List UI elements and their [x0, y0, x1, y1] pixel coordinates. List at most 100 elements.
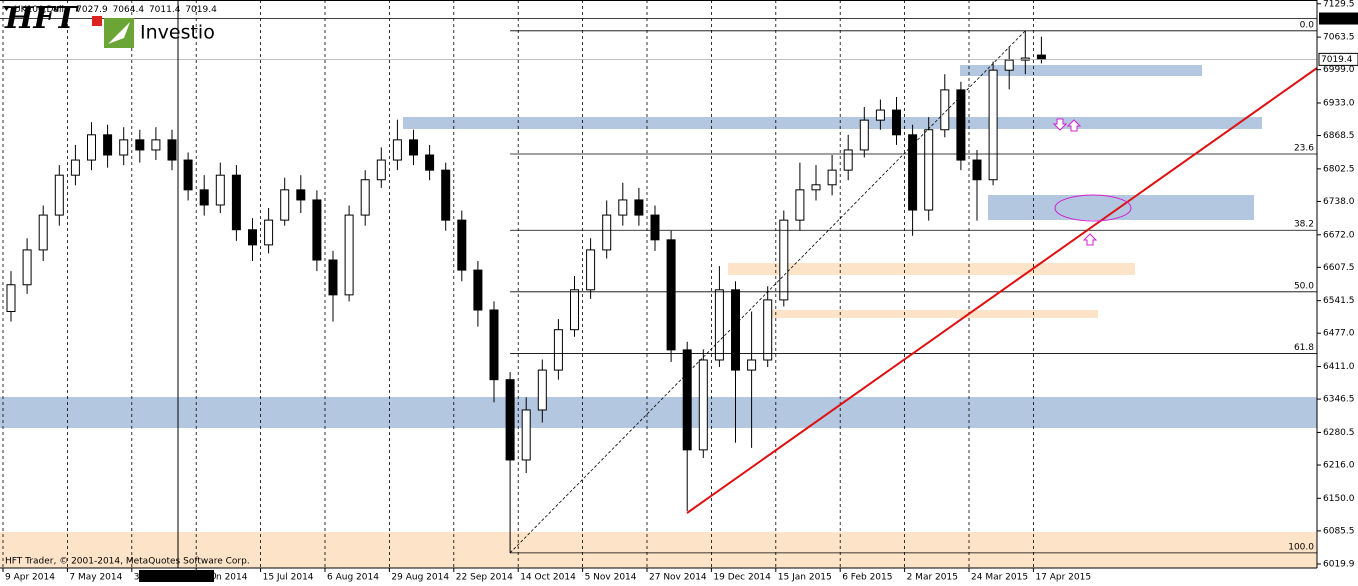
- y-tick-label: 6868.5: [1323, 131, 1355, 141]
- zone: [960, 65, 1202, 76]
- bid-label: 7019.4: [1321, 55, 1353, 65]
- x-tick-label: 14 Oct 2014: [520, 573, 576, 583]
- candle-body: [473, 269, 483, 311]
- price-box: [1318, 52, 1358, 66]
- y-tick-label: 6085.5: [1323, 526, 1355, 536]
- x-tick-label: 27 Nov 2014: [649, 573, 707, 583]
- candle-body: [779, 219, 789, 301]
- candle-body: [70, 159, 80, 176]
- logo-brand: HFT: [4, 1, 80, 36]
- candle-body: [956, 89, 966, 161]
- trend-line: [686, 67, 1318, 514]
- y-tick-label: 6802.5: [1323, 164, 1355, 174]
- candle-body: [827, 169, 837, 186]
- y-tick-label: 6933.0: [1323, 98, 1355, 108]
- fib-label: 61.8: [1294, 343, 1314, 353]
- candle-body: [682, 349, 692, 451]
- y-tick-label: 6150.0: [1323, 494, 1355, 504]
- candle-body: [763, 299, 773, 361]
- candle-body: [537, 369, 547, 411]
- x-tick-label: 9 Apr 2014: [5, 573, 55, 583]
- candle-body: [924, 129, 934, 211]
- candle-body: [698, 359, 708, 451]
- candle-body: [908, 134, 918, 211]
- plot: 0.0 23.6 38.2 50.0 61.8 100.0: [0, 0, 1317, 568]
- fib-label: 0.0: [1300, 20, 1315, 30]
- y-tick-label: 6738.0: [1323, 197, 1355, 207]
- candle-body: [859, 119, 869, 151]
- candle-body: [602, 214, 612, 251]
- candle-body: [988, 69, 998, 181]
- symbol: UK100,Daily: [14, 5, 70, 15]
- zone: [728, 263, 1135, 275]
- fib-label: 100.0: [1288, 542, 1314, 552]
- candle-body: [135, 139, 145, 151]
- drawings: HFT Investio UK100,Daily 7027.9 7064.4 7…: [0, 0, 1318, 569]
- candle-body: [505, 379, 515, 461]
- x-tick-label: 22 Sep 2014: [456, 573, 513, 583]
- candle-body: [167, 139, 177, 161]
- logo-mark: [108, 22, 130, 44]
- x-tick-label: 19 Dec 2014: [713, 573, 771, 583]
- fib-label: 50.0: [1294, 281, 1314, 291]
- candle-body: [940, 89, 950, 131]
- candle-body: [795, 189, 805, 221]
- logo-dot: [92, 16, 102, 26]
- candle-body: [376, 159, 386, 181]
- crosshair-label: 2014.06.17 0:00: [142, 572, 217, 582]
- reference-label: 7100.3: [1321, 14, 1353, 24]
- x-tick-label: 7 May 2014: [69, 573, 122, 583]
- candle-body: [409, 139, 418, 156]
- candle-body: [54, 174, 64, 216]
- candle-body: [38, 214, 48, 251]
- y-tick-label: 6672.0: [1323, 230, 1355, 240]
- header-high: 7064.4: [113, 5, 145, 15]
- zone: [763, 310, 1098, 318]
- candle-body: [618, 199, 628, 216]
- zone: [0, 397, 1317, 428]
- candle-body: [183, 159, 193, 191]
- candle-body: [312, 199, 322, 261]
- x-tick-label: 5 Nov 2014: [585, 573, 637, 583]
- arrow-up: [1066, 119, 1082, 132]
- candle-body: [215, 174, 225, 206]
- candle-body: [892, 109, 901, 136]
- x-tick-label: 15 Jan 2015: [778, 573, 832, 583]
- candle-body: [280, 189, 290, 221]
- candle-body: [553, 329, 563, 371]
- arrow-up: [1082, 233, 1098, 246]
- candle-body: [264, 219, 274, 246]
- candle-body: [296, 189, 306, 201]
- candle-body: [360, 179, 370, 216]
- candle-body: [843, 149, 853, 171]
- x-tick-label: 15 Jul 2014: [263, 573, 314, 583]
- copyright: HFT Trader, © 2001-2014, MetaQuotes Soft…: [5, 557, 250, 567]
- candle-body: [586, 249, 596, 291]
- candle-body: [1004, 59, 1014, 71]
- chart-header: UK100,Daily 7027.9 7064.4 7011.4 7019.4: [14, 5, 217, 15]
- candle-body: [634, 199, 644, 216]
- candle-body: [231, 174, 241, 231]
- logo-name: Investio: [140, 22, 215, 44]
- candle-body: [6, 284, 16, 313]
- price-box: [1319, 12, 1358, 25]
- x-tick-label: 2 Mar 2015: [907, 573, 958, 583]
- candle-body: [103, 134, 113, 156]
- candle-body: [747, 359, 757, 371]
- candle-body: [972, 159, 982, 181]
- fib-label: 38.2: [1294, 220, 1314, 230]
- candle-body: [811, 184, 821, 191]
- candle-body: [425, 154, 435, 171]
- candle-body: [457, 219, 467, 271]
- x-tick-label: 6 Feb 2015: [842, 573, 892, 583]
- x-tick-label: 17 Apr 2015: [1035, 573, 1091, 583]
- header-low: 7011.4: [149, 5, 181, 15]
- y-tick-label: 6411.0: [1323, 362, 1355, 372]
- symbol-icon: [3, 6, 10, 11]
- candle-body: [248, 229, 257, 246]
- candle-body: [666, 239, 676, 351]
